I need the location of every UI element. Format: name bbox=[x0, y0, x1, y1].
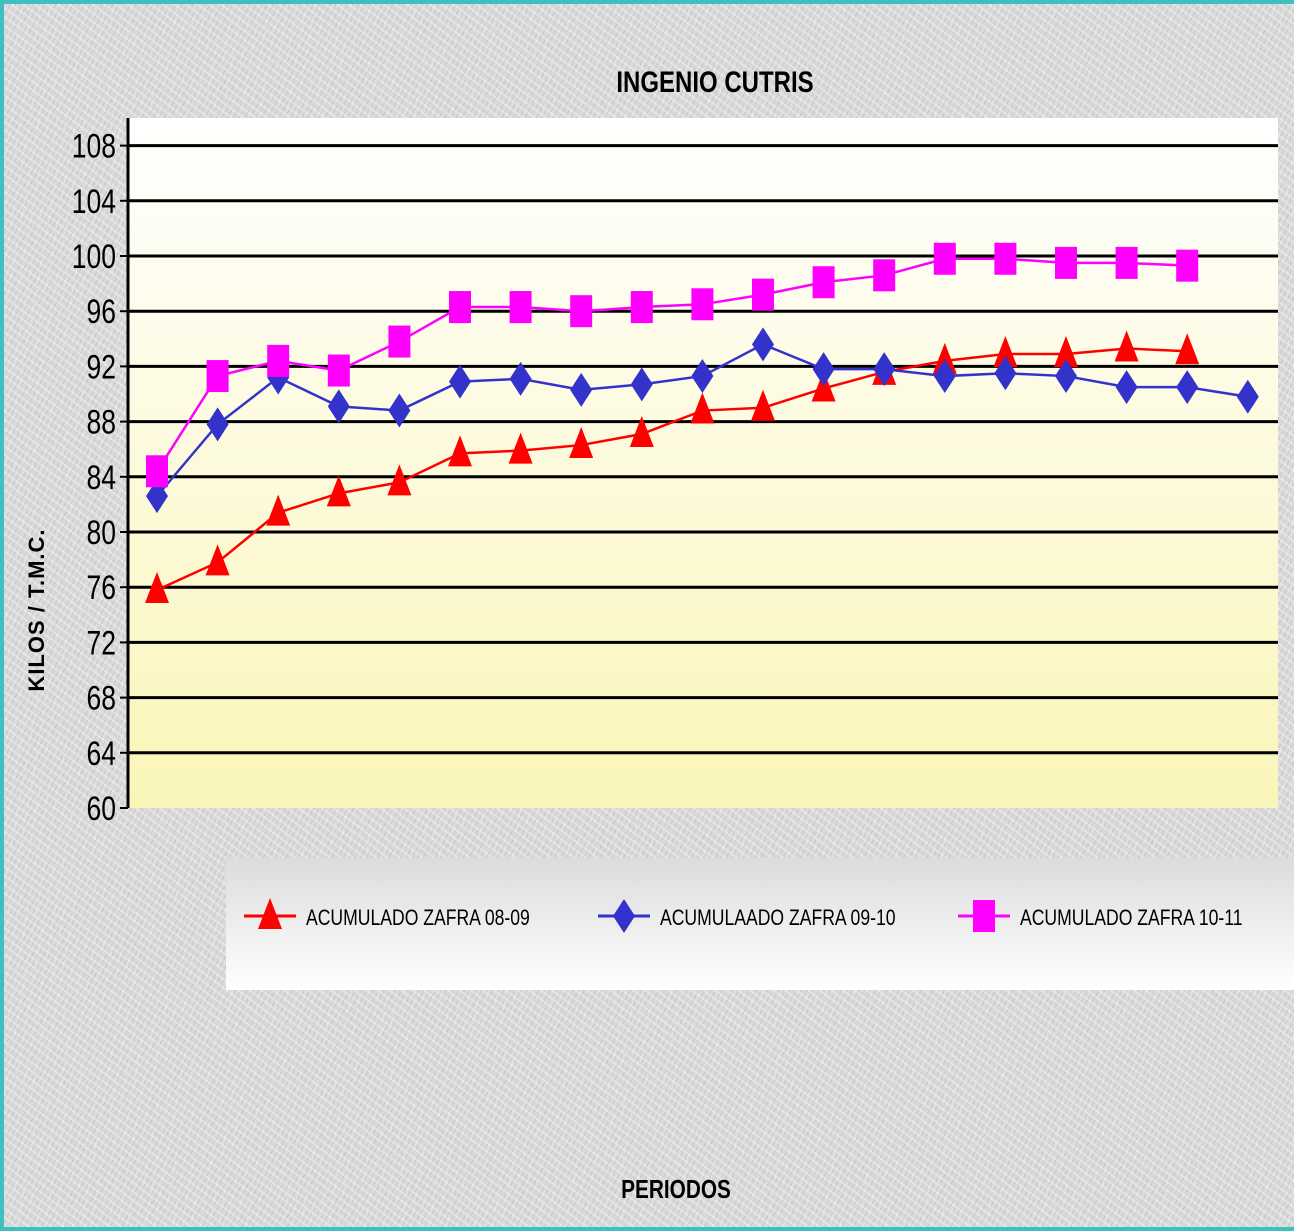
legend-marker bbox=[973, 900, 995, 932]
data-point bbox=[1055, 246, 1077, 279]
y-tick-label: 108 bbox=[72, 127, 116, 165]
data-point bbox=[146, 455, 168, 488]
data-point bbox=[873, 352, 896, 387]
data-point bbox=[1115, 246, 1138, 279]
data-point bbox=[1115, 370, 1138, 405]
y-tick-label: 96 bbox=[86, 293, 116, 331]
data-point bbox=[752, 327, 774, 362]
axes: 60 64 68 72 76 80 84 88 92 96 100 104 108 bbox=[72, 118, 130, 828]
data-point bbox=[933, 242, 956, 275]
legend-entry: ACUMULADO ZAFRA 10-11 bbox=[958, 900, 1242, 932]
data-point bbox=[691, 359, 714, 394]
data-point bbox=[1236, 379, 1259, 414]
data-point bbox=[448, 435, 472, 467]
data-point bbox=[387, 464, 412, 496]
data-point bbox=[994, 242, 1017, 275]
x-axis-label: PERIODOS bbox=[621, 1175, 731, 1204]
data-point bbox=[1175, 333, 1200, 365]
data-point bbox=[508, 432, 533, 464]
data-point bbox=[812, 352, 835, 387]
data-point bbox=[1176, 370, 1199, 405]
data-point bbox=[205, 544, 230, 576]
data-point bbox=[326, 475, 351, 507]
data-point bbox=[388, 325, 411, 358]
y-axis-label: KILOS / T.M.C. bbox=[24, 528, 49, 691]
series-layer bbox=[145, 242, 1259, 603]
y-tick-label: 60 bbox=[86, 790, 116, 828]
data-point bbox=[206, 360, 229, 393]
y-tick-label: 104 bbox=[72, 183, 116, 221]
data-point bbox=[206, 407, 229, 442]
data-point bbox=[146, 479, 168, 514]
data-point bbox=[994, 356, 1017, 391]
y-tick-label: 64 bbox=[86, 735, 116, 773]
legend-label: ACUMULADO ZAFRA 10-11 bbox=[1020, 906, 1242, 930]
data-point bbox=[509, 291, 532, 324]
y-tick-label: 92 bbox=[86, 348, 116, 386]
data-point bbox=[993, 335, 1018, 367]
legend-box bbox=[226, 858, 1294, 990]
plot-area bbox=[128, 118, 1278, 808]
data-point bbox=[933, 359, 956, 394]
legend: ACUMULADO ZAFRA 08-09 ACUMULAADO ZAFRA 09… bbox=[226, 858, 1294, 990]
legend-entry: ACUMULADO ZAFRA 08-09 bbox=[244, 898, 530, 931]
legend-marker bbox=[258, 898, 282, 929]
data-point bbox=[570, 295, 593, 328]
data-point bbox=[751, 389, 775, 421]
data-point bbox=[327, 389, 350, 424]
data-point bbox=[873, 259, 896, 292]
data-point bbox=[388, 393, 411, 428]
data-point bbox=[1054, 335, 1078, 367]
data-point bbox=[691, 288, 714, 321]
chart-title: INGENIO CUTRIS bbox=[616, 64, 813, 98]
y-tick-label: 72 bbox=[86, 624, 116, 662]
legend-entry: ACUMULAADO ZAFRA 09-10 bbox=[598, 899, 896, 933]
data-point bbox=[752, 278, 774, 311]
data-point bbox=[145, 571, 169, 603]
data-point bbox=[932, 342, 957, 374]
data-point bbox=[1114, 330, 1139, 362]
data-point bbox=[449, 291, 471, 324]
y-tick-label: 88 bbox=[86, 403, 116, 441]
data-point bbox=[267, 344, 290, 377]
data-point bbox=[629, 416, 654, 448]
data-point bbox=[630, 291, 653, 324]
data-point bbox=[690, 392, 715, 424]
legend-label: ACUMULADO ZAFRA 08-09 bbox=[306, 906, 530, 930]
data-point bbox=[630, 367, 653, 402]
data-point bbox=[509, 361, 532, 396]
data-point bbox=[1055, 359, 1077, 394]
legend-label: ACUMULAADO ZAFRA 09-10 bbox=[660, 906, 896, 930]
data-point bbox=[570, 372, 593, 407]
data-point bbox=[812, 266, 835, 299]
legend-marker bbox=[613, 899, 635, 933]
data-point bbox=[569, 427, 594, 459]
data-point bbox=[327, 354, 350, 387]
data-point bbox=[1176, 249, 1199, 282]
data-point bbox=[266, 494, 291, 526]
y-tick-label: 68 bbox=[86, 679, 116, 717]
series-line bbox=[156, 347, 1188, 592]
series-1 bbox=[145, 330, 1200, 603]
y-tick-label: 80 bbox=[86, 514, 116, 552]
series-3 bbox=[146, 242, 1199, 488]
data-point bbox=[449, 364, 471, 399]
y-tick-label: 84 bbox=[86, 459, 116, 497]
series-2 bbox=[146, 327, 1259, 514]
y-tick-label: 76 bbox=[86, 569, 116, 607]
y-tick-label: 100 bbox=[72, 238, 116, 276]
